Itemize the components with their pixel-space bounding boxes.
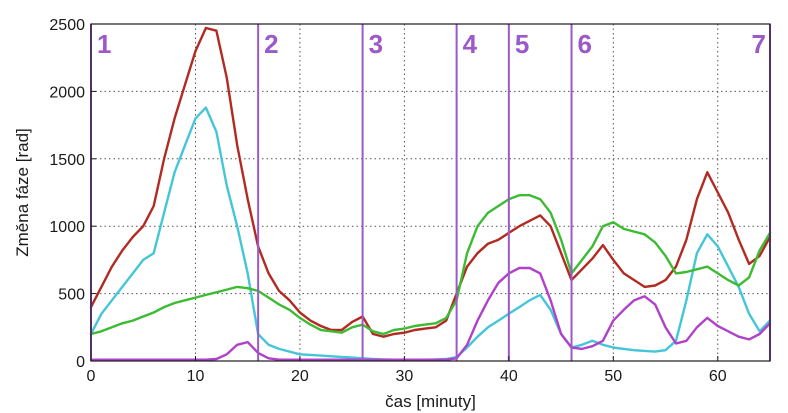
phase-label-1: 1 <box>97 29 111 59</box>
x-tick-label: 10 <box>187 368 205 385</box>
series-lines <box>89 26 772 361</box>
series-line-3 <box>89 194 772 336</box>
x-axis-label: čas [minuty] <box>385 392 476 411</box>
x-tick-label: 60 <box>709 368 727 385</box>
phase-label-5: 5 <box>515 29 529 59</box>
y-tick-label: 1000 <box>49 219 85 236</box>
y-tick-label: 2500 <box>49 17 85 34</box>
phase-label-2: 2 <box>264 29 278 59</box>
y-tick-label: 1500 <box>49 152 85 169</box>
grid <box>91 24 770 361</box>
phase-label-3: 3 <box>369 29 383 59</box>
x-tick-label: 40 <box>500 368 518 385</box>
y-tick-label: 0 <box>76 354 85 371</box>
x-tick-label: 50 <box>604 368 622 385</box>
phase-label-6: 6 <box>578 29 592 59</box>
phase-label-7: 7 <box>752 29 766 59</box>
x-tick-label: 20 <box>291 368 309 385</box>
y-tick-label: 500 <box>58 287 85 304</box>
y-tick-labels: 0 500 1000 1500 2000 2500 <box>49 17 96 371</box>
series-line-1 <box>89 26 772 338</box>
y-axis-label: Změna fáze [rad] <box>13 128 32 257</box>
x-tick-label: 30 <box>395 368 413 385</box>
series-line-4 <box>89 266 772 361</box>
x-tick-label: 0 <box>87 368 96 385</box>
phase-label-4: 4 <box>463 29 478 59</box>
x-tick-labels: 0 10 20 30 40 50 60 <box>87 356 727 385</box>
y-tick-label: 2000 <box>49 84 85 101</box>
plot-frame <box>90 23 771 362</box>
